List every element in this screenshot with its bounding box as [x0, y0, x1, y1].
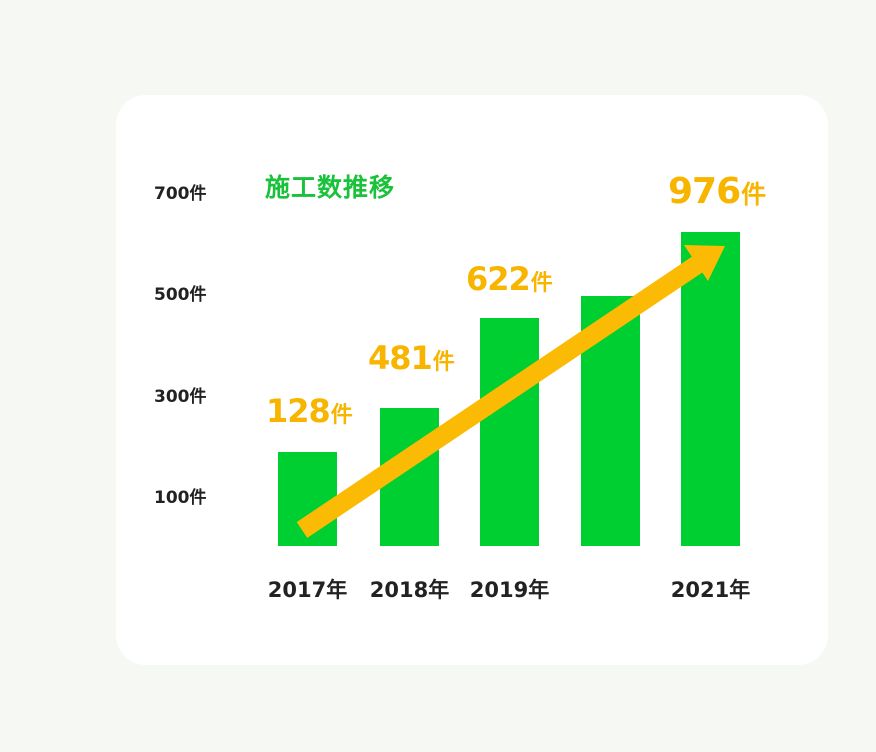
bar-2021 [681, 232, 740, 546]
x-tick-label: 2018年 [370, 578, 449, 602]
data-label-value: 622 [466, 260, 530, 298]
data-label-unit: 件 [331, 403, 353, 428]
y-tick-label: 100件 [154, 487, 207, 508]
bar-2019 [480, 318, 539, 546]
data-label-unit: 件 [433, 350, 455, 375]
data-label-value: 128 [266, 392, 330, 430]
data-label-value: 481 [368, 339, 432, 377]
y-tick-label: 500件 [154, 284, 207, 305]
trend-arrow-shaft [296, 254, 707, 538]
x-tick-label: 2019年 [470, 578, 549, 602]
x-tick-label: 2021年 [671, 578, 750, 602]
data-label-value: 976 [668, 171, 740, 212]
y-tick-label: 300件 [154, 386, 207, 407]
x-tick-label: 2017年 [268, 578, 347, 602]
data-label-unit: 件 [531, 271, 553, 296]
data-label-2018: 481件 [368, 339, 455, 377]
trend-arrow-head [684, 245, 725, 281]
y-tick-label: 700件 [154, 183, 207, 204]
data-label-2017: 128件 [266, 392, 353, 430]
data-label-2021: 976件 [668, 171, 766, 212]
data-label-2019: 622件 [466, 260, 553, 298]
data-label-unit: 件 [741, 180, 766, 209]
chart-title: 施工数推移 [265, 173, 396, 202]
